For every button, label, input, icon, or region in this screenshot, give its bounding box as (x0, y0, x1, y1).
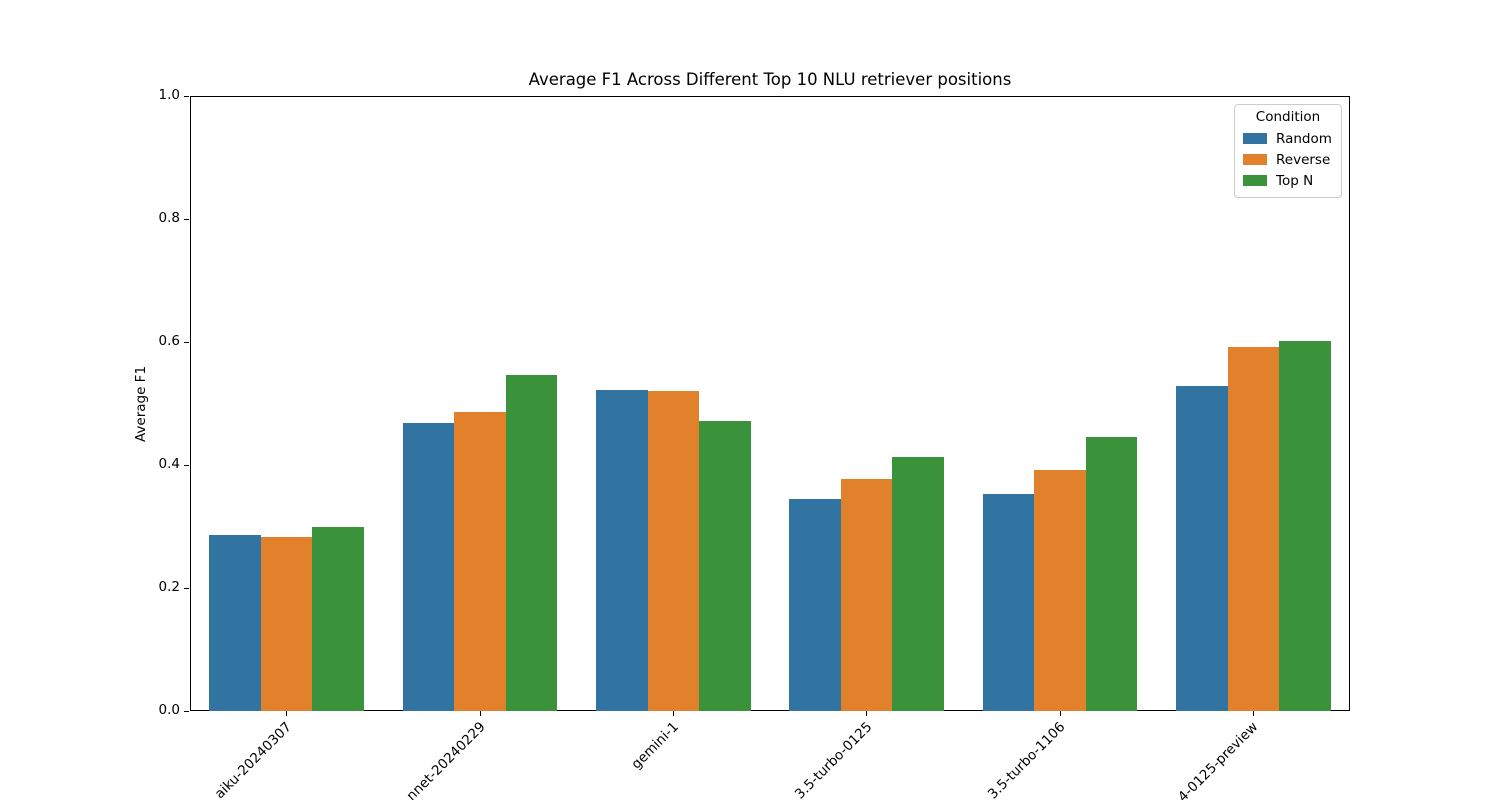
legend-label-topn: Top N (1276, 172, 1314, 189)
bar-reverse-4 (1034, 469, 1086, 711)
legend-swatch-topn (1243, 175, 1267, 186)
legend-swatch-random (1243, 133, 1267, 144)
x-axis-tick-mark (672, 711, 674, 716)
bar-random-3 (789, 498, 841, 711)
x-axis-tick-mark (479, 711, 481, 716)
y-axis-tick-label: 0.6 (158, 333, 180, 349)
chart-title: Average F1 Across Different Top 10 NLU r… (528, 70, 1012, 89)
bar-reverse-1 (454, 412, 506, 711)
bar-random-4 (982, 493, 1035, 711)
x-axis-tick-label: 4-0125-preview (1175, 719, 1262, 800)
x-axis-tick-label: nnet-20240229 (403, 719, 489, 800)
bar-topn-1 (505, 374, 558, 711)
plot-area (190, 96, 1350, 711)
legend-entry-topn: Top N (1243, 170, 1333, 191)
bar-topn-3 (892, 457, 944, 711)
bar-reverse-2 (647, 390, 700, 711)
legend-swatch-reverse (1243, 154, 1267, 165)
y-axis-tick-mark (184, 95, 189, 97)
legend-entry-reverse: Reverse (1243, 149, 1333, 170)
bar-random-2 (596, 389, 648, 711)
x-axis-tick-mark (1252, 711, 1254, 716)
bar-reverse-5 (1227, 346, 1280, 711)
y-axis-tick-mark (184, 587, 189, 589)
y-axis-label: Average F1 (133, 365, 149, 443)
bar-random-5 (1176, 386, 1228, 711)
y-axis-tick-mark (184, 218, 189, 220)
bar-reverse-3 (840, 479, 893, 711)
y-axis-tick-mark (184, 464, 189, 466)
x-axis-tick-mark (866, 711, 868, 716)
legend-label-random: Random (1276, 130, 1332, 147)
legend-label-reverse: Reverse (1276, 151, 1331, 168)
y-axis-tick-mark (184, 341, 189, 343)
y-axis-tick-label: 1.0 (158, 87, 180, 103)
bar-random-0 (209, 535, 261, 711)
legend: Condition Random Reverse Top N (1234, 104, 1342, 198)
bar-topn-2 (699, 421, 751, 711)
x-axis-tick-mark (1059, 711, 1061, 716)
y-axis-tick-label: 0.4 (158, 456, 180, 472)
x-axis-tick-mark (286, 711, 288, 716)
legend-title: Condition (1255, 109, 1321, 125)
bar-random-1 (402, 422, 455, 711)
y-axis-tick-label: 0.0 (158, 702, 180, 718)
x-axis-tick-label: 3.5-turbo-0125 (791, 719, 875, 800)
bar-topn-4 (1085, 436, 1138, 711)
y-axis-tick-label: 0.8 (158, 210, 180, 226)
bar-reverse-0 (260, 536, 313, 711)
x-axis-tick-label: aiku-20240307 (211, 719, 295, 800)
y-axis-tick-mark (184, 710, 189, 712)
x-axis-tick-label: gemini-1 (628, 719, 682, 773)
bar-topn-5 (1279, 340, 1331, 711)
legend-entry-random: Random (1243, 128, 1333, 149)
bar-topn-0 (312, 526, 364, 711)
x-axis-tick-label: 3.5-turbo-1106 (984, 719, 1069, 800)
y-axis-tick-label: 0.2 (158, 579, 180, 595)
